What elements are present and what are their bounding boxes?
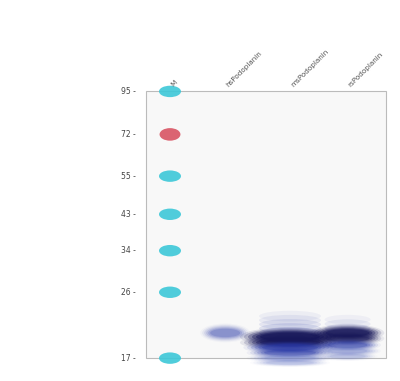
Text: rsPodoplanin: rsPodoplanin [348, 51, 384, 88]
Ellipse shape [264, 356, 316, 360]
Ellipse shape [206, 327, 244, 339]
Ellipse shape [254, 354, 326, 362]
Ellipse shape [257, 349, 323, 357]
Ellipse shape [330, 354, 366, 359]
Text: 55 -: 55 - [121, 172, 136, 181]
Ellipse shape [159, 245, 181, 256]
Ellipse shape [263, 360, 317, 365]
Ellipse shape [254, 343, 326, 352]
Ellipse shape [314, 332, 381, 345]
Ellipse shape [317, 333, 378, 344]
Ellipse shape [247, 341, 333, 354]
Text: msPodoplanin: msPodoplanin [290, 48, 330, 88]
Ellipse shape [326, 329, 370, 337]
Ellipse shape [248, 336, 332, 349]
Text: hsPodoplanin: hsPodoplanin [225, 50, 263, 88]
Text: 26 -: 26 - [121, 288, 136, 297]
Ellipse shape [159, 208, 181, 220]
Text: 95 -: 95 - [121, 87, 136, 96]
Ellipse shape [260, 349, 320, 356]
Text: 72 -: 72 - [121, 130, 136, 139]
Ellipse shape [311, 331, 384, 346]
Ellipse shape [327, 354, 368, 359]
Ellipse shape [159, 170, 181, 182]
Ellipse shape [259, 327, 321, 338]
Ellipse shape [202, 325, 248, 341]
Ellipse shape [266, 361, 314, 365]
Ellipse shape [323, 335, 372, 343]
Ellipse shape [259, 311, 321, 322]
Ellipse shape [259, 315, 321, 326]
Ellipse shape [260, 333, 320, 341]
Ellipse shape [240, 327, 340, 346]
Ellipse shape [240, 335, 340, 350]
Ellipse shape [250, 347, 330, 358]
Ellipse shape [257, 355, 323, 362]
Ellipse shape [323, 328, 372, 338]
Ellipse shape [159, 287, 181, 298]
Ellipse shape [320, 347, 376, 355]
Ellipse shape [311, 324, 384, 341]
Ellipse shape [210, 329, 240, 337]
Ellipse shape [259, 323, 321, 334]
Ellipse shape [322, 341, 373, 349]
Ellipse shape [252, 338, 328, 348]
Ellipse shape [160, 128, 180, 141]
Ellipse shape [259, 319, 321, 330]
Ellipse shape [250, 354, 330, 363]
Ellipse shape [325, 341, 370, 349]
Ellipse shape [328, 349, 368, 354]
Ellipse shape [159, 86, 181, 97]
Ellipse shape [320, 334, 376, 343]
Ellipse shape [259, 331, 321, 342]
Ellipse shape [320, 327, 376, 339]
Ellipse shape [260, 355, 320, 361]
Ellipse shape [208, 328, 242, 338]
Ellipse shape [243, 341, 337, 354]
Ellipse shape [260, 339, 320, 346]
Ellipse shape [204, 326, 246, 340]
Ellipse shape [159, 352, 181, 364]
Ellipse shape [322, 353, 373, 360]
Ellipse shape [248, 330, 332, 344]
Ellipse shape [320, 340, 376, 350]
Ellipse shape [258, 344, 322, 351]
Ellipse shape [328, 342, 368, 348]
FancyBboxPatch shape [146, 91, 386, 358]
Text: 43 -: 43 - [121, 210, 136, 219]
Ellipse shape [252, 331, 328, 343]
Ellipse shape [317, 346, 378, 356]
Text: 17 -: 17 - [121, 354, 136, 363]
Ellipse shape [314, 325, 381, 341]
Ellipse shape [254, 348, 326, 357]
Text: M: M [170, 79, 179, 88]
Ellipse shape [317, 326, 378, 339]
Ellipse shape [256, 331, 324, 342]
Ellipse shape [325, 324, 371, 333]
Ellipse shape [264, 350, 316, 355]
Ellipse shape [244, 336, 336, 349]
Ellipse shape [244, 328, 336, 345]
Ellipse shape [259, 336, 321, 346]
Text: 34 -: 34 - [121, 246, 136, 255]
Ellipse shape [256, 359, 324, 366]
Ellipse shape [322, 347, 373, 355]
Ellipse shape [325, 348, 370, 354]
Ellipse shape [260, 360, 320, 366]
Ellipse shape [326, 335, 370, 342]
Ellipse shape [262, 344, 318, 351]
Ellipse shape [251, 342, 329, 353]
Ellipse shape [256, 338, 324, 347]
Ellipse shape [325, 353, 370, 359]
Ellipse shape [325, 319, 371, 329]
Ellipse shape [317, 339, 378, 351]
Ellipse shape [325, 328, 371, 338]
